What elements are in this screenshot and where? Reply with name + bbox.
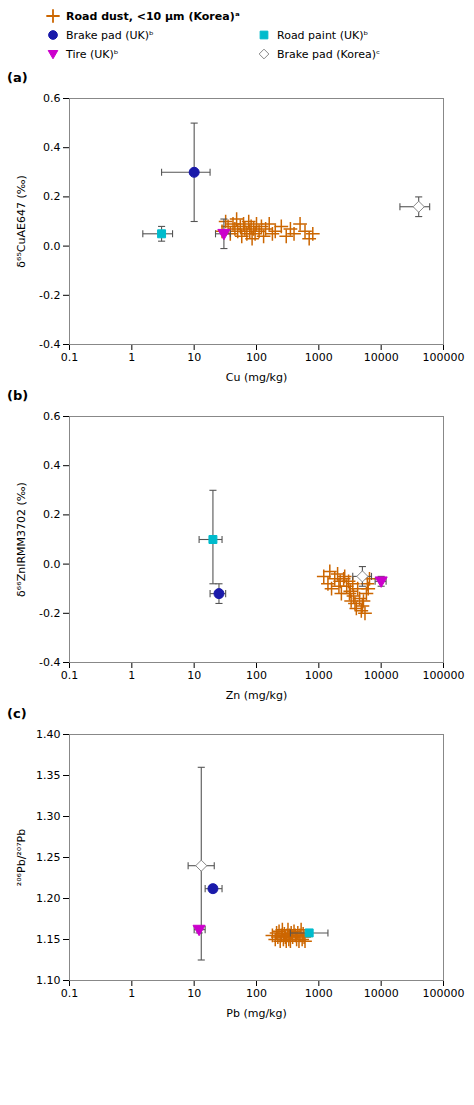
html-text:(b): (b) [7, 388, 29, 403]
svg-text:10: 10 [187, 987, 201, 1000]
svg-text:1.15: 1.15 [36, 933, 61, 946]
svg-text:0.1: 0.1 [61, 669, 79, 682]
svg-text:0.2: 0.2 [43, 190, 61, 203]
html-text:Road dust, <10 μm (Korea)ᵃ: Road dust, <10 μm (Korea)ᵃ [66, 9, 240, 23]
svg-text:-0.2: -0.2 [39, 289, 60, 302]
html-text:Brake pad (Korea)ᶜ: Brake pad (Korea)ᶜ [277, 47, 381, 61]
html-text:Road paint (UK)ᵇ: Road paint (UK)ᵇ [277, 28, 369, 42]
svg-text:10000: 10000 [364, 669, 399, 682]
svg-text:0.1: 0.1 [61, 987, 79, 1000]
svg-text:-0.4: -0.4 [39, 656, 60, 669]
svg-text:1.20: 1.20 [36, 892, 61, 905]
svg-text:0.6: 0.6 [43, 410, 61, 423]
svg-text:0.1: 0.1 [61, 351, 79, 364]
svg-text:100: 100 [246, 669, 267, 682]
svg-text:δ⁶⁵CuAE647 (‰): δ⁶⁵CuAE647 (‰) [15, 175, 28, 268]
svg-text:10000: 10000 [364, 351, 399, 364]
svg-text:0.4: 0.4 [43, 141, 61, 154]
html-text:(a): (a) [7, 70, 28, 85]
svg-text:Pb (mg/kg): Pb (mg/kg) [226, 1007, 286, 1020]
svg-text:0.2: 0.2 [43, 508, 61, 521]
html-text:Tire (UK)ᵇ: Tire (UK)ᵇ [66, 47, 119, 61]
svg-text:1.35: 1.35 [36, 769, 61, 782]
svg-text:100000: 100000 [423, 351, 465, 364]
svg-text:-0.2: -0.2 [39, 607, 60, 620]
svg-text:1.10: 1.10 [36, 974, 61, 987]
html-text:Brake pad (UK)ᵇ: Brake pad (UK)ᵇ [66, 28, 154, 42]
svg-text:10000: 10000 [364, 987, 399, 1000]
svg-text:1000: 1000 [305, 669, 333, 682]
svg-text:1.25: 1.25 [36, 851, 61, 864]
svg-text:1: 1 [128, 351, 135, 364]
svg-text:1: 1 [128, 987, 135, 1000]
svg-text:0.6: 0.6 [43, 92, 61, 105]
svg-text:1000: 1000 [305, 987, 333, 1000]
svg-text:10: 10 [187, 351, 201, 364]
svg-text:0.0: 0.0 [43, 558, 61, 571]
svg-text:1.30: 1.30 [36, 810, 61, 823]
svg-text:1.40: 1.40 [36, 728, 61, 741]
svg-text:10: 10 [187, 669, 201, 682]
svg-text:-0.4: -0.4 [39, 338, 60, 351]
svg-text:1000: 1000 [305, 351, 333, 364]
svg-text:Cu (mg/kg): Cu (mg/kg) [226, 371, 288, 384]
html-text:(c): (c) [7, 706, 27, 721]
svg-text:1: 1 [128, 669, 135, 682]
svg-text:0.4: 0.4 [43, 459, 61, 472]
svg-text:δ⁶⁶ZnIRMM3702 (‰): δ⁶⁶ZnIRMM3702 (‰) [15, 482, 28, 597]
svg-text:²⁰⁶Pb/²⁰⁷Pb: ²⁰⁶Pb/²⁰⁷Pb [15, 829, 28, 886]
svg-text:100: 100 [246, 351, 267, 364]
svg-text:100000: 100000 [423, 987, 465, 1000]
svg-text:0.0: 0.0 [43, 240, 61, 253]
svg-text:100: 100 [246, 987, 267, 1000]
svg-text:Zn (mg/kg): Zn (mg/kg) [226, 689, 287, 702]
svg-text:100000: 100000 [423, 669, 465, 682]
